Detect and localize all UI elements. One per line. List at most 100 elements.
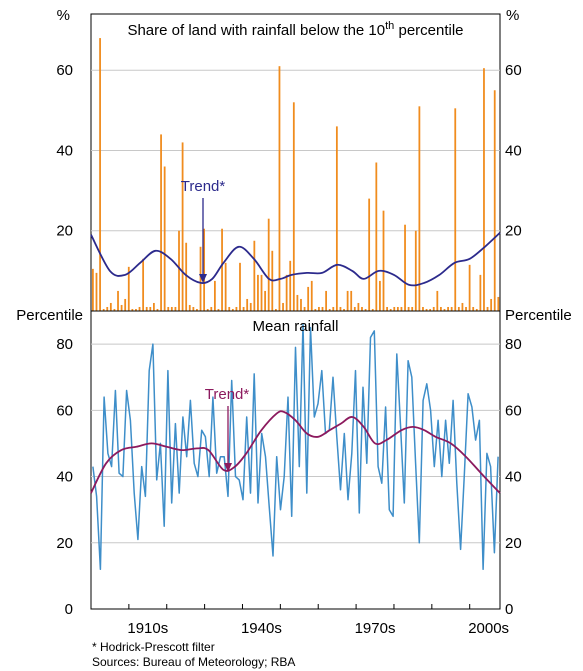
rainfall-bar (156, 308, 159, 311)
rainfall-bar (113, 308, 116, 311)
top-title-end: percentile (394, 22, 463, 39)
rainfall-bar (493, 90, 496, 311)
top-panel-title: Share of land with rainfall below the 10… (127, 20, 463, 39)
rainfall-bar (109, 302, 112, 311)
top-ylabel-right: % (506, 7, 519, 24)
rainfall-bar (282, 302, 284, 311)
x-tick-label: 1940s (241, 620, 282, 637)
rainfall-bar (382, 210, 385, 311)
panel-bottom-frame (90, 310, 501, 610)
rainfall-bar (106, 306, 109, 311)
panel-bottom: 0 0 20 20 40 40 60 60 80 80 1910s 1940s 1970s 2000s M… (16, 307, 571, 637)
rainfall-bar (267, 218, 270, 311)
footnote-sources: Sources: Bureau of Meteorology; RBA (92, 655, 296, 669)
rainfall-bar (188, 304, 191, 311)
x-tick-label: 1970s (355, 620, 396, 637)
bottom-panel-title: Mean rainfall (253, 318, 339, 335)
bottom-trend (90, 410, 501, 494)
rainfall-bar (142, 258, 145, 311)
rainfall-bar (497, 296, 500, 311)
rainfall-bar (160, 134, 162, 311)
rainfall-bar (361, 306, 363, 311)
top-ytick-right: 60 (505, 62, 522, 79)
rainfall-bar (310, 280, 313, 311)
top-ytick-right: 40 (505, 142, 522, 159)
top-ytick-left: 60 (56, 62, 73, 79)
footnote-hp-filter: * Hodrick-Prescott filter (92, 640, 215, 654)
rainfall-bar (375, 162, 378, 311)
rainfall-bar (461, 302, 464, 311)
rainfall-bar (181, 142, 184, 311)
rainfall-bar (228, 306, 231, 311)
rainfall-bar (124, 298, 127, 311)
rainfall-bar (432, 306, 435, 311)
rainfall-bar (213, 280, 216, 311)
bottom-ytick-left: 20 (56, 535, 73, 552)
rainfall-bar (371, 308, 374, 311)
bottom-ytick-right: 80 (505, 336, 522, 353)
rainfall-bar (418, 106, 421, 311)
rainfall-bar (343, 308, 345, 311)
rainfall-bar (454, 108, 457, 311)
top-title-sup: th (385, 20, 394, 32)
rainfall-bar (253, 240, 256, 311)
rainfall-bar (120, 304, 123, 311)
rainfall-bar (414, 230, 417, 311)
rainfall-bar (264, 290, 267, 311)
bottom-ytick-right: 20 (505, 535, 522, 552)
panel-top-frame (90, 13, 501, 312)
rainfall-bar (135, 308, 137, 311)
rainfall-bar (472, 306, 475, 311)
rainfall-bar (386, 306, 388, 311)
rainfall-bar (274, 308, 277, 311)
rainfall-bar (440, 306, 442, 311)
rainfall-bar (436, 290, 439, 311)
rainfall-bar (206, 308, 209, 311)
rainfall-bar (314, 308, 317, 311)
top-title-main: Share of land with rainfall below the 10 (127, 22, 385, 39)
rainfall-bar (170, 306, 173, 311)
rainfall-bar (321, 306, 324, 311)
bottom-ytick-left: 60 (56, 402, 73, 419)
rainfall-bar (353, 306, 356, 311)
top-ytick-left: 40 (56, 142, 73, 159)
rainfall-bar (303, 306, 306, 311)
rainfall-bar (149, 306, 152, 311)
rainfall-bar (127, 266, 130, 311)
rainfall-bar (95, 272, 98, 311)
rainfall-bar (404, 224, 406, 311)
x-tick-label: 2000s (468, 620, 509, 637)
rainfall-bar (260, 274, 263, 311)
rainfall-bar (145, 306, 148, 311)
rainfall-bar (350, 290, 353, 311)
rainfall-bar (490, 298, 493, 311)
bottom-ylabel-right: Percentile (505, 307, 572, 324)
rainfall-bar (339, 306, 342, 311)
footnotes: * Hodrick-Prescott filter Sources: Burea… (92, 640, 295, 670)
rainfall-bar (325, 290, 327, 311)
rainfall-bar (332, 306, 335, 311)
rainfall-bar (278, 66, 281, 312)
rainfall-bar (296, 294, 299, 311)
rainfall-bar (239, 262, 241, 311)
top-trend-label: Trend* (181, 178, 226, 195)
bottom-trend-line (90, 410, 501, 494)
top-ylabel-left: % (57, 7, 70, 24)
rainfall-bar (138, 306, 141, 311)
rainfall-bar (393, 306, 396, 311)
rainfall-bar (246, 298, 249, 311)
top-gridlines (91, 69, 500, 232)
rainfall-bar (285, 274, 288, 311)
rainfall-bar (203, 228, 206, 311)
top-ytick-left: 20 (56, 223, 73, 240)
rainfall-bar (389, 308, 392, 311)
top-bars (92, 38, 500, 312)
panel-top: 20 20 40 40 60 60 Share of land with rainfall… (56, 7, 522, 312)
rainfall-bar (357, 302, 360, 311)
rainfall-bar (422, 306, 424, 311)
rainfall-bar (221, 228, 223, 311)
rainfall-bar (235, 306, 238, 311)
rainfall-bar (217, 308, 220, 311)
rainfall-bar (400, 306, 403, 311)
